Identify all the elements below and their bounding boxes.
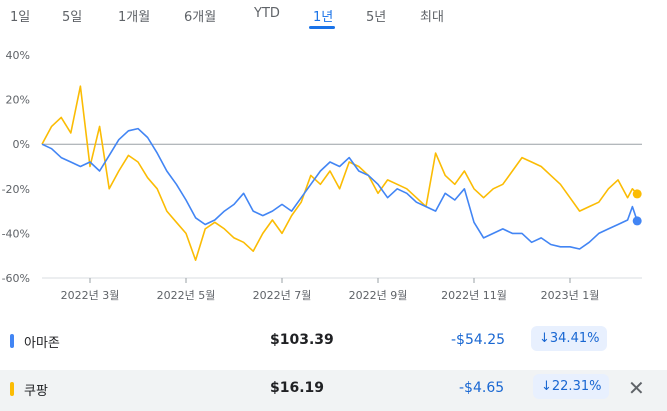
series-line-amazon [41,127,638,250]
y-tick-label: -20% [2,183,30,196]
coupang-change: -$4.65 [459,380,505,396]
amazon-change: -$54.25 [451,332,506,348]
legend-row-coupang[interactable]: 쿠팡 $16.19 -$4.65 ↓22.31% ✕ [0,370,667,411]
coupang-price: $16.19 [270,380,325,396]
y-tick-label: 20% [6,94,30,107]
tab-ytd[interactable]: YTD [254,6,280,21]
y-tick-label: 0% [13,138,30,151]
amazon-percent-badge: ↓34.41% [531,326,608,351]
x-tick-label: 2022년 3월 [61,289,120,302]
y-tick-label: 40% [6,49,30,62]
range-tabs: 1일 5일 1개월 6개월 YTD 1년 5년 최대 [0,0,667,34]
x-tick-label: 2022년 7월 [253,289,312,302]
series-end-dot-amazon [632,216,642,226]
active-tab-indicator [309,26,335,29]
tab-max[interactable]: 최대 [420,10,444,25]
x-tick-label: 2022년 11월 [441,289,507,302]
price-chart[interactable]: 40% 20% 0% -20% -40% -60% 2022년 3월 2022년 5월 2022… [0,40,667,310]
tab-1y[interactable]: 1년 [313,10,334,25]
tab-1m[interactable]: 1개월 [118,10,151,25]
series-line-coupang [41,85,638,261]
amazon-color-swatch [10,334,14,348]
series-end-dot-coupang [632,189,642,199]
tab-5y[interactable]: 5년 [366,10,387,25]
close-icon[interactable]: ✕ [628,376,645,400]
tab-5d[interactable]: 5일 [62,10,83,25]
tab-6m[interactable]: 6개월 [184,10,217,25]
x-tick-label: 2022년 9월 [349,289,408,302]
amazon-price: $103.39 [270,332,334,348]
x-tick-label: 2022년 5월 [157,289,216,302]
x-tick-label: 2023년 1월 [541,289,600,302]
coupang-name: 쿠팡 [24,384,48,399]
y-tick-label: -40% [2,227,30,240]
amazon-name: 아마존 [24,336,60,351]
coupang-color-swatch [10,382,14,396]
y-tick-label: -60% [2,272,30,285]
tab-1d[interactable]: 1일 [10,10,31,25]
coupang-percent-badge: ↓22.31% [533,374,610,399]
legend-row-amazon[interactable]: 아마존 $103.39 -$54.25 ↓34.41% [0,322,667,360]
